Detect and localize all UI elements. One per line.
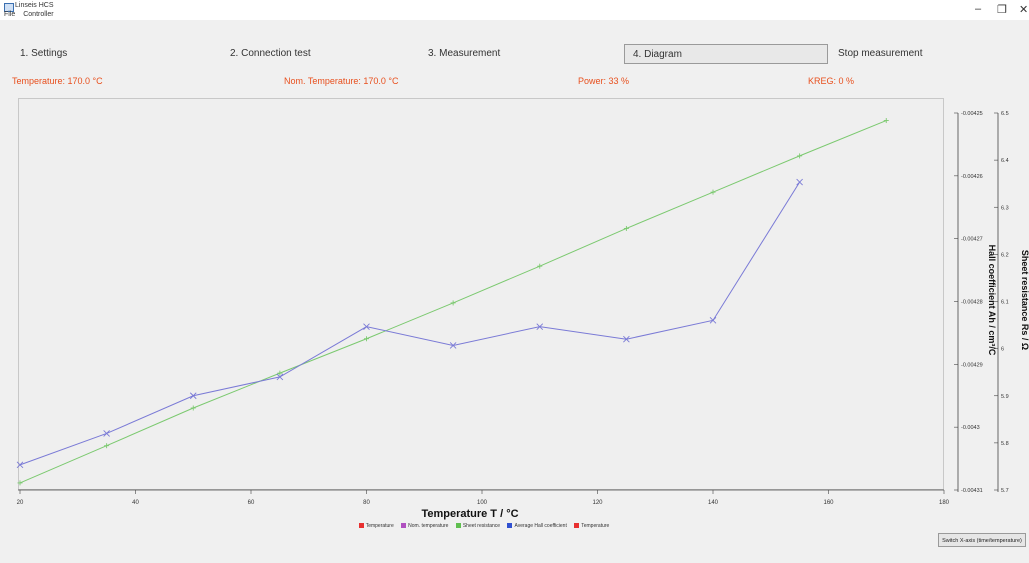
legend-swatch <box>401 523 407 529</box>
hall-tick-label: -0.00429 <box>961 362 983 368</box>
data-point-average-hall-coefficient <box>189 392 197 400</box>
data-point-average-hall-coefficient <box>16 461 24 469</box>
maximize-icon[interactable]: ❐ <box>997 4 1007 16</box>
x-tick-label: 120 <box>592 500 603 506</box>
data-point-sheet-resistance <box>537 263 543 269</box>
data-point-average-hall-coefficient <box>276 373 284 381</box>
legend-item: Sheet resistance <box>455 523 500 529</box>
app-icon <box>4 3 14 12</box>
status-power: Power: 33 % <box>578 76 630 86</box>
menu-file[interactable]: File <box>4 11 16 18</box>
menu-controller[interactable]: Controller <box>23 11 54 18</box>
x-tick-label: 180 <box>939 500 950 506</box>
data-point-sheet-resistance <box>710 189 716 195</box>
menu-bar: File Controller <box>4 11 60 18</box>
hall-tick-label: -0.00431 <box>961 488 983 494</box>
x-tick-label: 100 <box>477 500 488 506</box>
data-point-average-hall-coefficient <box>623 335 630 343</box>
legend-item: Nom. temperature <box>401 523 448 529</box>
window-title: Linseis HCS <box>15 2 54 9</box>
close-icon[interactable]: ✕ <box>1019 4 1029 16</box>
tab-bar: 1. Settings 2. Connection test 3. Measur… <box>0 38 1029 68</box>
rs-tick-label: 6.2 <box>1001 252 1009 258</box>
data-point-average-hall-coefficient <box>449 342 457 349</box>
series-line-average-hall-coefficient <box>19 181 801 466</box>
data-point-sheet-resistance <box>364 336 369 342</box>
legend: Temperature Nom. temperature Sheet resis… <box>0 523 968 529</box>
data-point-average-hall-coefficient <box>796 178 803 186</box>
hall-tick-label: -0.00427 <box>961 237 983 243</box>
x-axis-title: Temperature T / °C <box>421 508 518 520</box>
data-point-sheet-resistance <box>450 300 456 306</box>
data-point-sheet-resistance <box>883 118 889 124</box>
hall-tick-label: -0.00426 <box>961 174 983 180</box>
status-kreg: KREG: 0 % <box>808 76 855 86</box>
minimize-icon[interactable]: – <box>975 3 982 15</box>
rs-tick-label: 6.5 <box>1001 111 1009 117</box>
tab-measurement[interactable]: 3. Measurement <box>428 48 501 59</box>
tab-settings[interactable]: 1. Settings <box>20 48 68 59</box>
tab-connection-test[interactable]: 2. Connection test <box>230 48 311 59</box>
legend-swatch <box>358 523 364 529</box>
x-tick-label: 60 <box>248 500 255 506</box>
legend-item: Temperature <box>358 523 394 529</box>
data-point-average-hall-coefficient <box>363 323 370 330</box>
hall-tick-label: -0.00425 <box>961 111 983 117</box>
data-point-sheet-resistance <box>277 370 283 376</box>
legend-swatch <box>455 523 461 529</box>
legend-item: Temperature <box>574 523 609 529</box>
plot-area <box>18 98 944 490</box>
rs-tick-label: 6.1 <box>1001 300 1009 306</box>
rs-tick-label: 6.4 <box>1001 158 1009 164</box>
rs-tick-label: 6 <box>1001 347 1004 353</box>
title-bar: Linseis HCS File Controller – ❐ ✕ <box>0 0 1029 20</box>
rs-tick-label: 6.3 <box>1001 205 1009 211</box>
data-point-sheet-resistance <box>17 480 23 486</box>
data-point-sheet-resistance <box>797 153 803 159</box>
x-tick-label: 80 <box>363 500 370 506</box>
rs-axis-title: Sheet resistance Rs / Ω <box>1020 250 1029 350</box>
rs-tick-label: 5.9 <box>1001 394 1009 400</box>
hall-tick-label: -0.00428 <box>961 300 983 306</box>
x-tick-label: 140 <box>708 500 719 506</box>
data-point-average-hall-coefficient <box>709 317 717 324</box>
switch-x-axis-button[interactable]: Switch X-axis (time/temperature) <box>938 533 1026 547</box>
status-nom-temperature: Nom. Temperature: 170.0 °C <box>284 76 399 86</box>
data-point-sheet-resistance <box>190 405 196 411</box>
tab-diagram[interactable]: 4. Diagram <box>624 44 828 64</box>
x-tick-label: 20 <box>17 500 24 506</box>
data-point-sheet-resistance <box>104 443 110 449</box>
x-tick-label: 40 <box>132 500 139 506</box>
legend-item: Average Hall coefficient <box>507 523 567 529</box>
data-point-average-hall-coefficient <box>536 323 544 330</box>
x-tick-label: 160 <box>823 500 834 506</box>
data-point-average-hall-coefficient <box>103 430 110 437</box>
legend-swatch <box>507 523 513 529</box>
stop-measurement-button[interactable]: Stop measurement <box>838 48 923 59</box>
rs-tick-label: 5.8 <box>1001 441 1009 447</box>
hall-axis-title: Hall coefficient Ah / cm³/C <box>987 245 997 356</box>
rs-tick-label: 5.7 <box>1001 488 1009 494</box>
hall-tick-label: -0.0043 <box>961 425 980 431</box>
status-temperature: Temperature: 170.0 °C <box>12 76 103 86</box>
data-point-sheet-resistance <box>623 225 629 231</box>
legend-swatch <box>574 523 580 529</box>
